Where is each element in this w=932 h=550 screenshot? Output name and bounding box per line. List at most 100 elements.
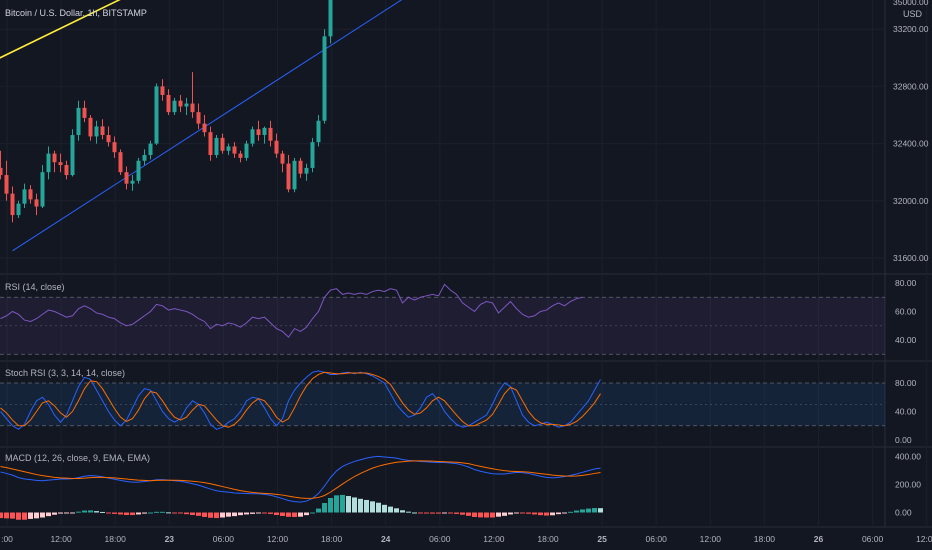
macd-histogram-bar (448, 512, 453, 514)
macd-tick-label: 200.00 (895, 480, 921, 490)
macd-histogram-bar (76, 511, 81, 513)
candle-body (172, 100, 177, 113)
macd-histogram-bar (238, 512, 243, 516)
rsi-tick-label: 60.00 (895, 307, 917, 317)
stoch-d-line (0, 371, 601, 428)
candle-body (262, 127, 267, 136)
macd-histogram-bar (568, 511, 573, 513)
macd-histogram-bar (4, 512, 9, 519)
macd-histogram-bar (586, 508, 591, 513)
candle-body (0, 167, 3, 176)
macd-histogram-bar (280, 512, 285, 516)
macd-histogram-bar (142, 512, 147, 514)
candle-body (28, 189, 33, 200)
macd-histogram-bar (106, 512, 111, 514)
price-tick-label: 35000.00 (893, 0, 929, 7)
candle-body (88, 117, 93, 137)
candle-body (94, 126, 99, 137)
rsi-label: RSI (14, close) (5, 282, 65, 292)
macd-histogram-bar (580, 509, 585, 513)
macd-histogram-bar (424, 512, 429, 514)
candle-body (124, 172, 129, 184)
macd-histogram-bar (28, 512, 33, 519)
macd-histogram-bar (358, 498, 363, 513)
x-tick-label: :00 (1, 534, 13, 544)
macd-histogram-bar (244, 512, 249, 515)
price-tick-label: 32400.00 (893, 139, 929, 149)
macd-histogram-bar (292, 512, 297, 517)
macd-histogram-bar (514, 512, 519, 514)
candle-body (160, 86, 165, 95)
macd-histogram-bar (454, 512, 459, 514)
candle-body (148, 143, 153, 156)
macd-histogram-bar (550, 512, 555, 516)
x-tick-label: 25 (597, 534, 607, 544)
stoch-tick-label: 0.00 (895, 435, 912, 445)
macd-tick-label: 0.00 (895, 508, 912, 518)
macd-histogram-bar (0, 512, 3, 519)
macd-histogram-bar (478, 512, 483, 518)
x-tick-label: 12:00 (50, 534, 72, 544)
candle-body (190, 103, 195, 113)
candle-body (208, 132, 213, 156)
macd-histogram-bar (508, 512, 513, 515)
macd-histogram-bar (520, 512, 525, 514)
macd-histogram-bar (88, 510, 93, 513)
macd-histogram-bar (562, 512, 567, 514)
macd-histogram-bar (226, 512, 231, 517)
macd-histogram-bar (526, 512, 531, 514)
macd-histogram-bar (418, 512, 423, 514)
candle-body (220, 137, 225, 151)
price-tick-label: 32800.00 (893, 81, 929, 91)
macd-histogram-bar (592, 508, 597, 513)
price-pane (0, 0, 403, 252)
candle-body (322, 36, 327, 121)
macd-histogram-bar (70, 512, 75, 514)
upper-trendline (0, 0, 121, 59)
candle-body (268, 127, 273, 141)
price-tick-label: 32000.00 (893, 196, 929, 206)
candle-body (118, 152, 123, 173)
macd-histogram-bar (268, 512, 273, 514)
candle-body (328, 0, 333, 37)
macd-histogram-bar (352, 497, 357, 513)
candle-body (154, 86, 159, 144)
macd-histogram-bar (52, 512, 57, 515)
candle-body (286, 163, 291, 190)
macd-histogram-bar (10, 512, 15, 519)
candle-body (100, 126, 105, 136)
macd-histogram-bar (400, 510, 405, 513)
x-tick-label: 12:00 (267, 534, 289, 544)
macd-histogram-bar (376, 502, 381, 513)
macd-histogram-bar (172, 512, 177, 514)
macd-histogram-bar (286, 512, 291, 517)
candle-body (70, 135, 75, 176)
candle-body (184, 103, 189, 107)
candle-body (136, 160, 141, 181)
rsi-tick-label: 40.00 (895, 335, 917, 345)
candle-body (202, 123, 207, 133)
candle-body (178, 100, 183, 107)
stoch-rsi-pane (0, 370, 885, 430)
candle-body (232, 146, 237, 154)
macd-histogram-bar (184, 512, 189, 515)
candle-body (298, 160, 303, 174)
macd-histogram-bar (490, 512, 495, 518)
candle-body (310, 142, 315, 168)
macd-histogram-bar (64, 512, 69, 514)
macd-histogram-bar (232, 512, 237, 517)
candle-body (274, 140, 279, 154)
macd-pane (0, 455, 603, 520)
lower-trendline (12, 0, 403, 252)
price-tick-label: 33200.00 (893, 24, 929, 34)
rsi-pane (0, 283, 885, 355)
stoch-tick-label: 40.00 (895, 407, 917, 417)
macd-histogram-bar (154, 511, 159, 513)
macd-histogram-bar (460, 512, 465, 515)
macd-histogram-bar (124, 512, 129, 516)
macd-histogram-bar (532, 512, 537, 515)
candle-body (130, 180, 135, 184)
macd-histogram-bar (46, 512, 51, 517)
stoch-k-line (0, 370, 601, 430)
currency-label[interactable]: USD (903, 9, 923, 19)
